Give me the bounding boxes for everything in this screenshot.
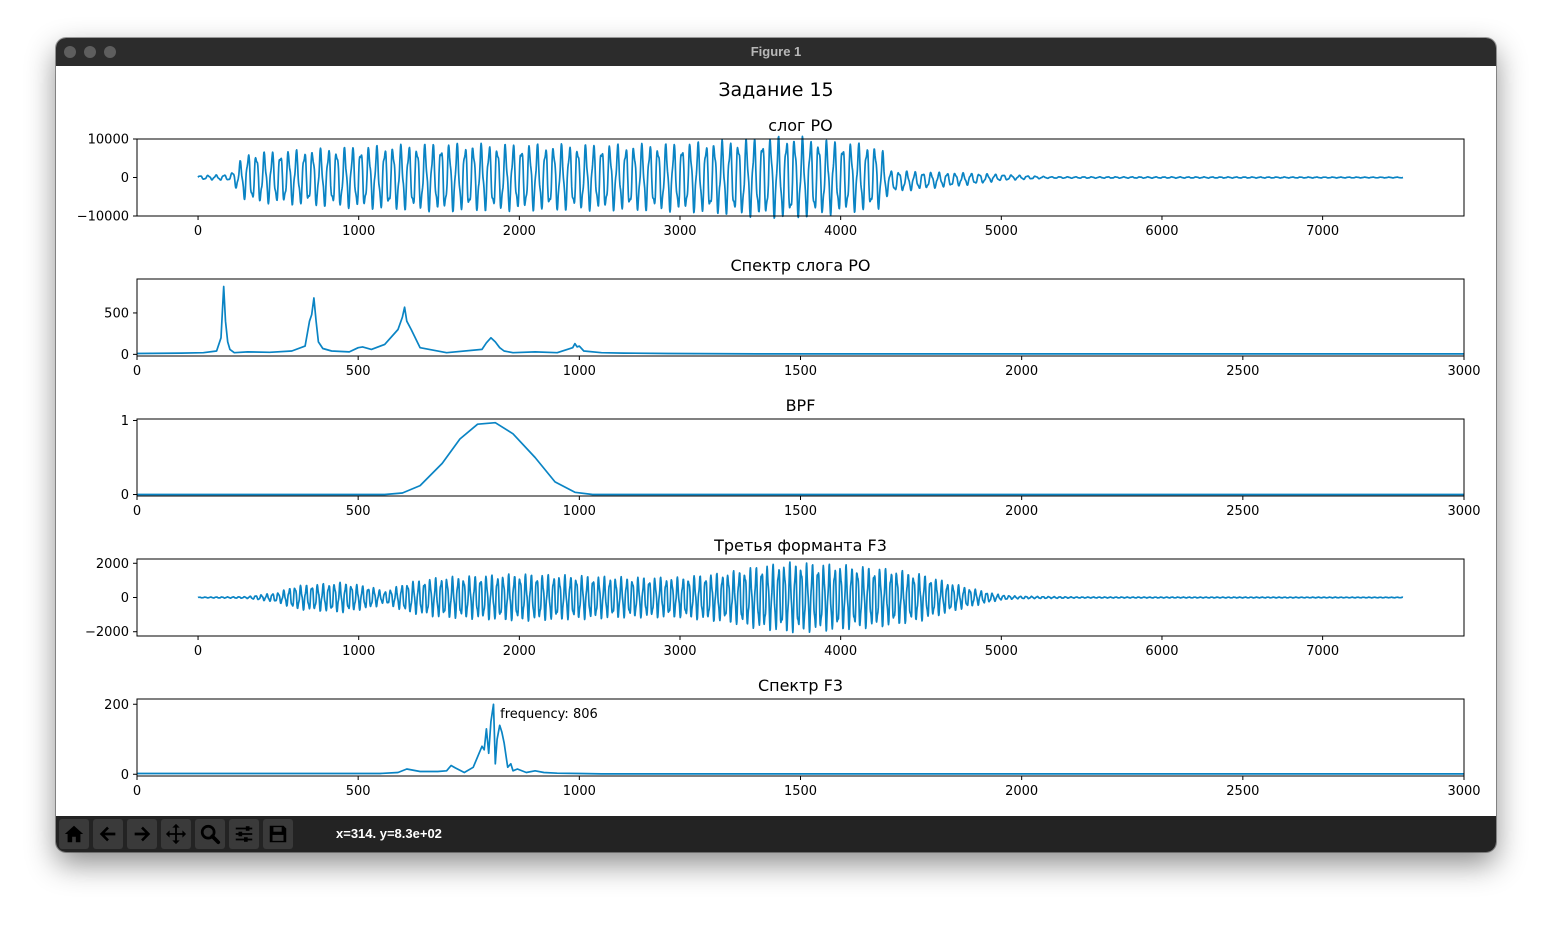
y-tick-label: 500 [104,306,129,321]
subplot-title: Третья форманта F3 [713,536,887,555]
pan-button[interactable] [161,819,191,849]
forward-icon [134,826,151,842]
back-button[interactable] [93,819,123,849]
x-tick-label: 2500 [1226,364,1259,379]
y-tick-label: 0 [121,591,129,606]
subplot-title: Спектр слога РО [730,256,870,275]
x-tick-label: 0 [133,784,141,799]
x-tick-label: 5000 [985,644,1018,659]
y-tick-label: 200 [104,698,129,713]
title-bar: Figure 1 [56,38,1496,67]
x-tick-label: 2500 [1226,784,1259,799]
x-tick-label: 5000 [985,224,1018,239]
x-tick-label: 2000 [1005,784,1038,799]
series-line-1 [136,285,1464,355]
configure-subplots-icon [235,826,253,842]
x-tick-label: 0 [194,224,202,239]
x-tick-label: 500 [346,784,371,799]
configure-subplots-button[interactable] [229,819,259,849]
y-tick-label: 10000 [88,133,129,148]
y-tick-label: 0 [121,348,129,363]
x-tick-label: 6000 [1145,644,1178,659]
subplot-title: слог РО [768,116,833,135]
back-icon [99,826,116,842]
x-tick-label: 6000 [1145,224,1178,239]
figure-suptitle: Задание 15 [718,79,833,101]
x-tick-label: 7000 [1306,224,1339,239]
subplot-5[interactable]: Спектр F30 500 1000 1500 2000 2500 30002000fre… [104,676,1480,799]
close-window-button[interactable] [64,46,76,58]
x-tick-label: 2500 [1226,504,1259,519]
series-line-1 [137,421,1464,496]
zoom-icon [200,824,221,845]
save-icon [269,825,287,843]
x-tick-label: 1000 [342,644,375,659]
y-tick-label: 2000 [96,557,129,572]
x-tick-label: 3000 [1447,504,1480,519]
save-button[interactable] [263,819,293,849]
x-tick-label: 3000 [1447,364,1480,379]
x-tick-label: 1000 [563,784,596,799]
subplot-title: Спектр F3 [758,676,843,695]
x-tick-label: 1500 [784,504,817,519]
minimize-window-button[interactable] [84,46,96,58]
figure-canvas[interactable]: Задание 15 слог РО 0 1000 2000 3000 4000 5000 6… [56,66,1496,816]
x-tick-label: 1500 [784,364,817,379]
x-tick-label: 500 [346,504,371,519]
x-tick-label: 4000 [824,644,857,659]
subplot-2[interactable]: Спектр слога РО 0 500 1000 1500 2000 2500 3000 5… [104,256,1480,379]
y-tick-label: 0 [121,171,129,186]
axes-frame [136,418,1465,497]
y-tick-label: 0 [121,488,129,503]
x-tick-label: 2000 [503,644,536,659]
series-line-1 [197,135,1404,219]
zoom-window-button[interactable] [104,46,116,58]
home-button[interactable] [59,819,89,849]
charts-svg[interactable]: Задание 15 слог РО0 1000 2000 3000 4000 5000 6… [56,66,1496,816]
x-tick-label: 7000 [1306,644,1339,659]
y-tick-label: 1 [121,414,129,429]
navigation-toolbar: x=314. y=8.3e+02 [56,816,1496,852]
subplot-3[interactable]: BPF 0 500 1000 1500 2000 2500 3000 1 0 [121,396,1481,519]
x-tick-label: 0 [194,644,202,659]
x-tick-label: 3000 [1447,784,1480,799]
subplot-title: BPF [786,396,816,415]
x-tick-label: 500 [346,364,371,379]
subplot-4[interactable]: Третья форманта F3 0 1000 2000 3000 4000 5000 6… [85,536,1465,659]
x-tick-label: 2000 [1005,364,1038,379]
x-tick-label: 1000 [563,504,596,519]
pan-icon [165,823,187,845]
y-tick-label: −10000 [77,210,129,225]
x-tick-label: 0 [133,364,141,379]
y-tick-label: −2000 [85,625,129,640]
figure-window: Figure 1 Задание 15 слог РО 0 1000 2000 3000… [56,38,1496,852]
x-tick-label: 2000 [503,224,536,239]
home-icon [64,825,84,843]
window-title: Figure 1 [750,44,802,59]
peak-annotation: frequency: 806 [500,707,598,722]
subplot-1[interactable]: слог РО 0 1000 2000 3000 4000 5000 6000 7000 1000… [77,116,1465,239]
x-tick-label: 4000 [824,224,857,239]
x-tick-label: 3000 [663,644,696,659]
series-line-1 [197,561,1404,634]
y-tick-label: 0 [121,768,129,783]
axes-frame [136,698,1465,777]
cursor-coordinates: x=314. y=8.3e+02 [336,826,442,841]
x-tick-label: 0 [133,504,141,519]
series-line-1 [137,703,1464,775]
x-tick-label: 1000 [342,224,375,239]
x-tick-label: 2000 [1005,504,1038,519]
x-tick-label: 1500 [784,784,817,799]
zoom-button[interactable] [195,819,225,849]
x-tick-label: 1000 [563,364,596,379]
x-tick-label: 3000 [663,224,696,239]
forward-button[interactable] [127,819,157,849]
axes-frame [136,278,1465,357]
